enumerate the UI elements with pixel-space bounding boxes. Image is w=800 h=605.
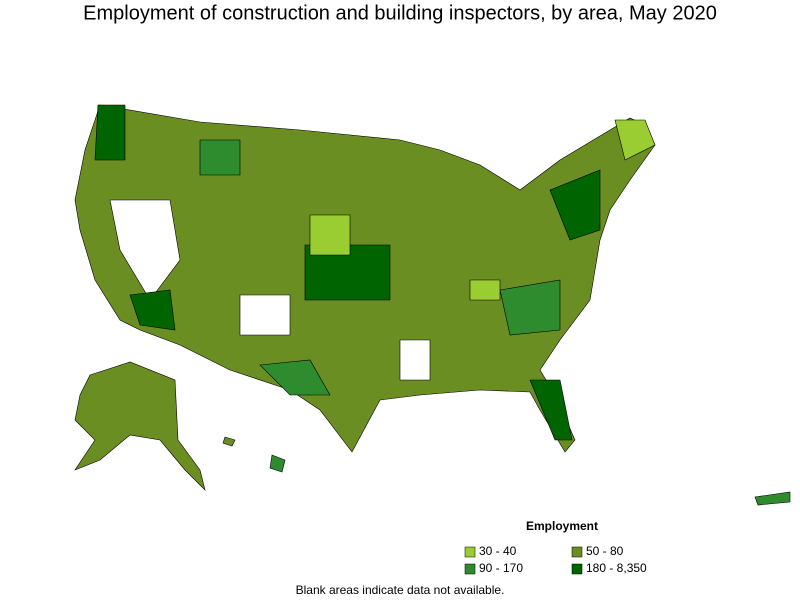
- region: [259, 359, 331, 396]
- hawaii: [269, 454, 286, 473]
- note: Blank areas indicate data not available.: [296, 583, 505, 597]
- region: [529, 379, 573, 441]
- legend-label: 90 - 170: [479, 561, 523, 575]
- legend-label: 180 - 8,350: [586, 561, 647, 575]
- map-areas: [74, 104, 791, 506]
- hawaii: [222, 436, 236, 447]
- region: [94, 104, 126, 161]
- legend: 30 - 40 50 - 80 90 - 170 180 - 8,350: [464, 544, 647, 575]
- region: [239, 294, 291, 336]
- legend-swatch: [464, 563, 476, 575]
- region: [129, 289, 176, 331]
- region: [304, 244, 391, 301]
- region: [199, 139, 241, 176]
- puerto-rico: [754, 491, 791, 506]
- legend-swatch: [464, 546, 476, 558]
- region: [399, 339, 431, 381]
- region: [309, 214, 351, 256]
- legend-swatch: [571, 546, 583, 558]
- legend-label: 30 - 40: [479, 544, 517, 558]
- legend-swatch: [571, 563, 583, 575]
- region: [109, 199, 181, 301]
- legend-label: 50 - 80: [586, 544, 624, 558]
- region: [614, 119, 656, 161]
- legend-title: Employment: [526, 519, 598, 533]
- region: [469, 279, 501, 301]
- region: [499, 279, 561, 336]
- map-title: Employment of construction and building …: [83, 2, 717, 24]
- region: [549, 169, 601, 241]
- alaska: [74, 361, 206, 491]
